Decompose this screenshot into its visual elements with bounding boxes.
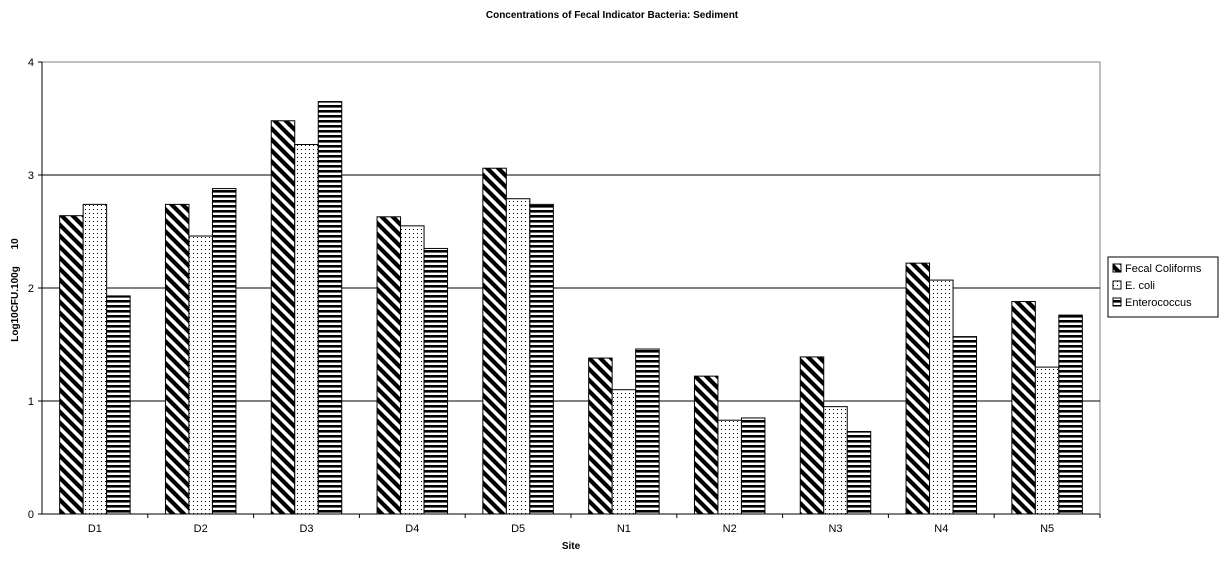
bar-dots xyxy=(823,406,848,515)
y-tick-label: 0 xyxy=(28,509,34,521)
x-tick-label: D5 xyxy=(511,523,525,535)
bars xyxy=(59,101,1083,515)
bar-horizontal-stripes xyxy=(529,203,554,515)
bar-horizontal-stripes xyxy=(106,295,131,515)
bar-diagonal-stripes xyxy=(905,262,931,515)
bar-diagonal-stripes xyxy=(693,375,719,515)
x-tick-label: N4 xyxy=(934,523,948,535)
svg-text:Log10CFU.100g 10: Log10CFU.100g 10 xyxy=(10,238,21,342)
bar-dots xyxy=(505,198,531,515)
bar-dots xyxy=(717,419,742,515)
x-tick-label: N5 xyxy=(1040,523,1054,535)
x-tick-label: N3 xyxy=(828,523,842,535)
legend-box xyxy=(1107,256,1219,318)
bar-horizontal-stripes xyxy=(740,417,766,515)
bar-horizontal-stripes xyxy=(317,101,343,515)
legend-swatch xyxy=(1112,280,1122,290)
x-tick-label: D2 xyxy=(194,523,208,535)
bar-horizontal-stripes xyxy=(211,188,237,515)
bar-diagonal-stripes xyxy=(376,216,402,515)
x-axis-title: Site xyxy=(562,541,581,552)
bar-diagonal-stripes xyxy=(588,357,613,515)
bar-diagonal-stripes xyxy=(59,215,84,515)
x-tick-label: D4 xyxy=(405,523,419,535)
bar-dots xyxy=(929,279,954,515)
x-tick-label: D1 xyxy=(88,523,102,535)
legend-swatch xyxy=(1112,263,1122,273)
y-tick-label: 3 xyxy=(28,170,34,182)
bar-dots xyxy=(188,235,213,515)
chart-title: Concentrations of Fecal Indicator Bacter… xyxy=(486,10,739,21)
y-tick-label: 2 xyxy=(28,283,34,295)
legend-swatch xyxy=(1112,297,1122,307)
bar-diagonal-stripes xyxy=(799,356,825,515)
x-tick-label: N1 xyxy=(617,523,631,535)
legend-label: Enterococcus xyxy=(1125,297,1192,309)
bar-dots xyxy=(611,389,637,515)
bar-dots xyxy=(82,203,108,515)
x-tick-label: D3 xyxy=(299,523,313,535)
y-axis-label-suffix: 10 xyxy=(10,238,21,250)
bar-horizontal-stripes xyxy=(952,336,978,515)
legend-label: E. coli xyxy=(1125,280,1155,292)
bar-diagonal-stripes xyxy=(270,120,296,515)
bar-dots xyxy=(1034,366,1060,515)
bar-diagonal-stripes xyxy=(482,167,507,515)
y-axis-title: Log10CFU.100g 10 xyxy=(10,238,21,342)
y-tick-label: 1 xyxy=(28,396,34,408)
x-tick-label: N2 xyxy=(723,523,737,535)
legend-label: Fecal Coliforms xyxy=(1125,263,1202,275)
legend: Fecal Coliforms E. coli Enterococcus xyxy=(1107,256,1219,318)
axes: 0 1 2 3 4 D1 D2 D3 D4 D5 N1 N2 N3 N4 N5 xyxy=(28,57,1101,535)
bar-diagonal-stripes xyxy=(164,203,190,515)
bar-horizontal-stripes xyxy=(1058,314,1083,515)
bar-horizontal-stripes xyxy=(423,247,449,515)
bar-diagonal-stripes xyxy=(1011,301,1036,515)
bar-dots xyxy=(294,143,319,515)
bar-horizontal-stripes xyxy=(846,431,872,515)
bar-dots xyxy=(400,225,425,515)
y-axis-label: Log10CFU.100g xyxy=(10,266,21,342)
bar-horizontal-stripes xyxy=(635,348,660,515)
y-tick-label: 4 xyxy=(28,57,34,69)
